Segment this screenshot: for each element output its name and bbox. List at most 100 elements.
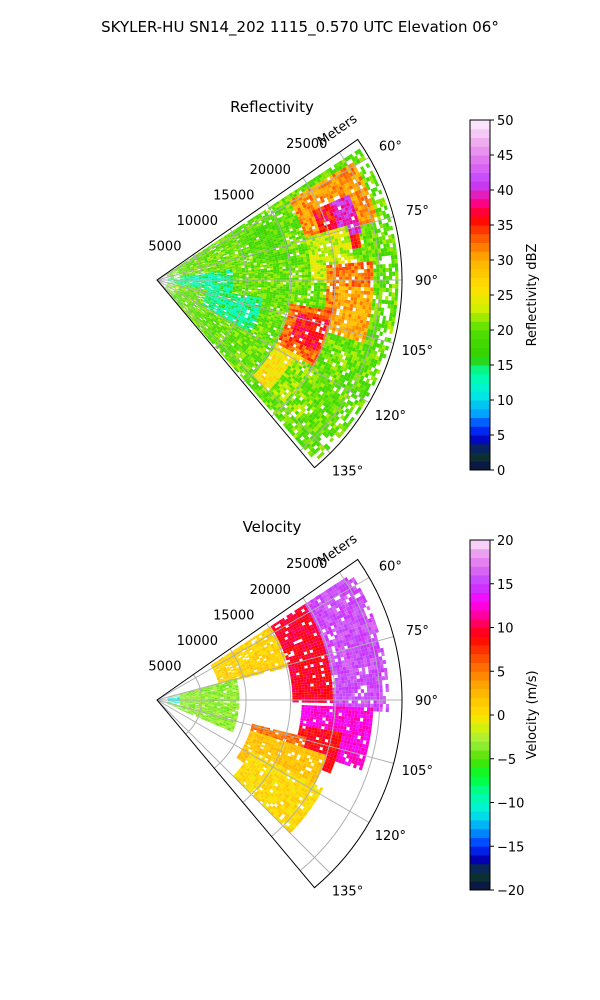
data-cell: [295, 309, 299, 313]
data-cell: [182, 274, 187, 276]
data-cell: [176, 266, 180, 269]
data-cell: [332, 374, 338, 379]
data-cell: [196, 256, 200, 259]
data-cell: [225, 292, 229, 294]
data-cell: [270, 253, 275, 256]
data-cell: [375, 343, 381, 348]
data-cell: [188, 261, 192, 264]
data-cell: [285, 378, 291, 383]
data-cell: [183, 281, 187, 283]
data-cell: [337, 364, 342, 370]
data-cell: [319, 336, 324, 341]
data-cell: [178, 270, 182, 272]
data-cell: [216, 316, 220, 319]
data-cell: [275, 370, 281, 375]
data-cell: [348, 245, 353, 250]
data-cell: [235, 269, 239, 272]
data-cell: [260, 218, 265, 222]
data-cell: [197, 252, 201, 255]
data-cell: [222, 302, 227, 305]
data-cell: [232, 273, 237, 275]
data-cell: [292, 270, 296, 273]
data-cell: [286, 371, 291, 377]
data-cell: [354, 348, 359, 353]
data-cell: [228, 252, 232, 256]
data-cell: [316, 291, 321, 295]
data-cell: [281, 358, 286, 363]
data-cell: [169, 284, 173, 287]
data-cell: [304, 311, 308, 315]
data-cell: [251, 234, 256, 238]
data-cell: [286, 282, 290, 285]
data-cell: [337, 407, 343, 413]
data-cell: [192, 278, 196, 280]
data-cell: [200, 289, 205, 291]
data-cell: [189, 276, 193, 278]
data-cell: [337, 165, 343, 171]
data-cell: [359, 383, 364, 389]
data-cell: [343, 351, 348, 357]
data-cell: [201, 297, 205, 300]
data-cell: [226, 287, 230, 289]
data-cell: [308, 354, 313, 359]
data-cell: [224, 251, 229, 254]
data-cell: [336, 280, 340, 284]
data-cell: [384, 251, 388, 257]
data-cell: [237, 251, 242, 254]
data-cell: [255, 312, 260, 315]
data-cell: [179, 274, 183, 276]
data-cell: [217, 319, 221, 323]
data-cell: [240, 263, 245, 266]
data-cell: [241, 314, 245, 318]
data-cell: [360, 283, 365, 288]
data-cell: [273, 317, 277, 322]
data-cell: [283, 252, 287, 256]
data-cell: [347, 373, 352, 379]
data-cell: [291, 346, 296, 350]
data-cell: [303, 256, 307, 260]
data-cell: [281, 368, 286, 373]
data-cell: [173, 278, 177, 279]
data-cell: [223, 299, 228, 302]
data-cell: [240, 317, 244, 321]
data-cell: [198, 296, 202, 299]
data-cell: [260, 345, 264, 349]
data-cell: [182, 275, 187, 277]
data-cell: [236, 277, 240, 279]
data-cell: [335, 314, 339, 319]
data-cell: [215, 322, 219, 326]
data-cell: [232, 255, 237, 259]
data-cell: [322, 397, 327, 402]
data-cell: [331, 215, 336, 220]
data-cell: [289, 342, 294, 347]
data-cell: [364, 309, 369, 314]
data-cell: [310, 349, 315, 354]
data-cell: [191, 270, 195, 272]
data-cell: [262, 320, 266, 324]
data-cell: [339, 201, 344, 206]
data-cell: [193, 267, 198, 269]
data-cell: [232, 254, 236, 257]
data-cell: [295, 247, 299, 251]
data-cell: [295, 280, 299, 283]
data-cell: [226, 302, 230, 305]
data-cell: [303, 231, 308, 235]
data-cell: [201, 270, 205, 273]
data-cell: [221, 313, 225, 316]
data-cell: [178, 287, 182, 289]
data-cell: [207, 245, 212, 248]
data-cell: [324, 341, 329, 346]
data-cell: [348, 346, 353, 351]
data-cell: [303, 261, 308, 265]
data-cell: [186, 275, 190, 277]
data-cell: [239, 272, 243, 275]
data-cell: [217, 308, 221, 311]
data-cell: [233, 316, 238, 319]
data-cell: [210, 268, 214, 270]
data-cell: [302, 358, 307, 363]
data-cell: [170, 281, 174, 283]
data-cell: [218, 263, 223, 266]
data-cell: [287, 223, 292, 227]
data-cell: [196, 311, 200, 315]
data-cell: [183, 291, 187, 294]
